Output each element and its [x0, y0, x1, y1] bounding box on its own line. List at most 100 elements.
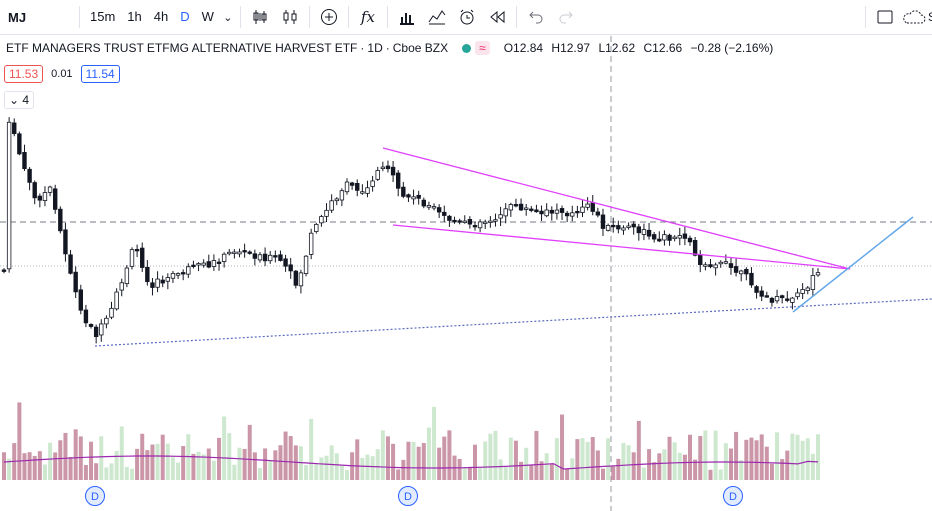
candle-body [723, 261, 729, 264]
volume-bar [211, 460, 216, 480]
candle-body [78, 289, 83, 311]
candle-body [27, 168, 32, 183]
timeframe-1h[interactable]: 1h [127, 9, 142, 24]
volume-bar [708, 469, 713, 480]
candle-body [790, 297, 795, 303]
volume-bar [728, 448, 733, 480]
templates-icon[interactable] [422, 3, 452, 31]
candle-body [605, 225, 611, 231]
volume-bar [263, 448, 268, 480]
redo-icon[interactable] [551, 3, 581, 31]
toolbar-divider [347, 6, 349, 28]
ohlc-open: O12.84 [503, 41, 544, 55]
market-status[interactable]: ≈ [462, 41, 490, 55]
save-label[interactable]: S [928, 10, 932, 24]
candle-body [733, 266, 739, 273]
alert-clock-icon[interactable] [452, 3, 482, 31]
candle-body [186, 266, 191, 275]
volume-bar [247, 424, 252, 480]
candles-style-icon[interactable] [275, 3, 305, 31]
candle-body [518, 203, 524, 211]
candle-body [47, 186, 53, 193]
candle-body [590, 202, 595, 212]
timeframe-d[interactable]: D [180, 9, 190, 24]
volume-bar [421, 443, 426, 480]
candle-body [774, 296, 780, 302]
candle-body [529, 208, 534, 211]
volume-bar [42, 464, 47, 480]
volume-bar [534, 430, 539, 480]
candle-body [119, 282, 124, 291]
price-chart[interactable] [0, 36, 932, 511]
candle-body [657, 238, 662, 242]
volume-bar [769, 463, 774, 480]
candle-body [334, 198, 339, 202]
volume-bar [718, 469, 723, 480]
replay-icon[interactable] [482, 3, 512, 31]
volume-bar [483, 441, 488, 480]
candle-body [349, 182, 355, 186]
candle-body [646, 229, 652, 237]
volume-bar [595, 450, 600, 480]
volume-bar [242, 448, 247, 480]
candle-body [175, 273, 181, 276]
indicators-icon[interactable]: fx [360, 8, 375, 26]
dividend-marker[interactable]: D [398, 486, 418, 506]
dividend-marker[interactable]: D [85, 486, 105, 506]
volume-bar [119, 426, 124, 480]
candle-body [692, 240, 698, 256]
candle-body [764, 295, 770, 298]
volume-bar [478, 467, 483, 480]
candle-body [785, 298, 790, 301]
sell-price-button[interactable]: 11.53 [4, 65, 44, 83]
candle-body [585, 203, 590, 208]
candle-body [129, 249, 135, 267]
save-cloud-icon[interactable] [900, 3, 928, 31]
volume-bar [565, 469, 570, 480]
candle-body [314, 223, 319, 232]
add-compare-icon[interactable] [314, 3, 344, 31]
candle-body [805, 287, 810, 291]
timeframe-15m[interactable]: 15m [90, 9, 116, 24]
volume-bar [437, 447, 442, 480]
candle-body [211, 260, 217, 267]
financials-icon[interactable] [392, 3, 422, 31]
candle-body [677, 235, 682, 239]
candle-body [467, 219, 473, 225]
volume-bar [114, 450, 119, 480]
candle-body [462, 220, 467, 223]
candle-body [155, 278, 160, 288]
volume-bar [734, 431, 739, 480]
volume-bar [606, 438, 611, 480]
symbol-search[interactable]: MJ [8, 9, 27, 25]
volume-bar [176, 462, 181, 480]
candle-body [68, 254, 73, 274]
volume-bar [273, 450, 278, 480]
volume-bar [759, 434, 764, 480]
timeframe-4h[interactable]: 4h [153, 9, 169, 24]
candle-body [554, 209, 560, 214]
volume-bar [580, 438, 585, 480]
undo-icon[interactable] [521, 3, 551, 31]
timeframe-w[interactable]: W [201, 9, 214, 24]
dividend-marker[interactable]: D [723, 486, 743, 506]
candle-body [534, 209, 539, 213]
candle-body [390, 166, 396, 176]
volume-bar [360, 457, 365, 480]
candle-body [421, 199, 426, 207]
buy-price-button[interactable]: 11.54 [80, 65, 120, 83]
timeframe-dropdown-chevron-icon[interactable]: ⌄ [223, 11, 233, 24]
volume-bar [217, 437, 222, 480]
candle-body [375, 170, 380, 180]
top-toolbar: MJ 15m 1h 4h D W ⌄ fx S [0, 0, 932, 35]
volume-bar [237, 447, 242, 480]
candle-body [718, 261, 723, 265]
fullscreen-square-icon[interactable] [870, 3, 900, 31]
volume-bar [467, 466, 472, 480]
ohlc-close: C12.66 [643, 41, 683, 55]
candle-body [667, 234, 672, 241]
volume-bar [493, 430, 498, 480]
candle-body [728, 263, 734, 268]
indicators-collapse-toggle[interactable]: ⌄ 4 [4, 91, 35, 109]
bars-style-icon[interactable] [245, 3, 275, 31]
